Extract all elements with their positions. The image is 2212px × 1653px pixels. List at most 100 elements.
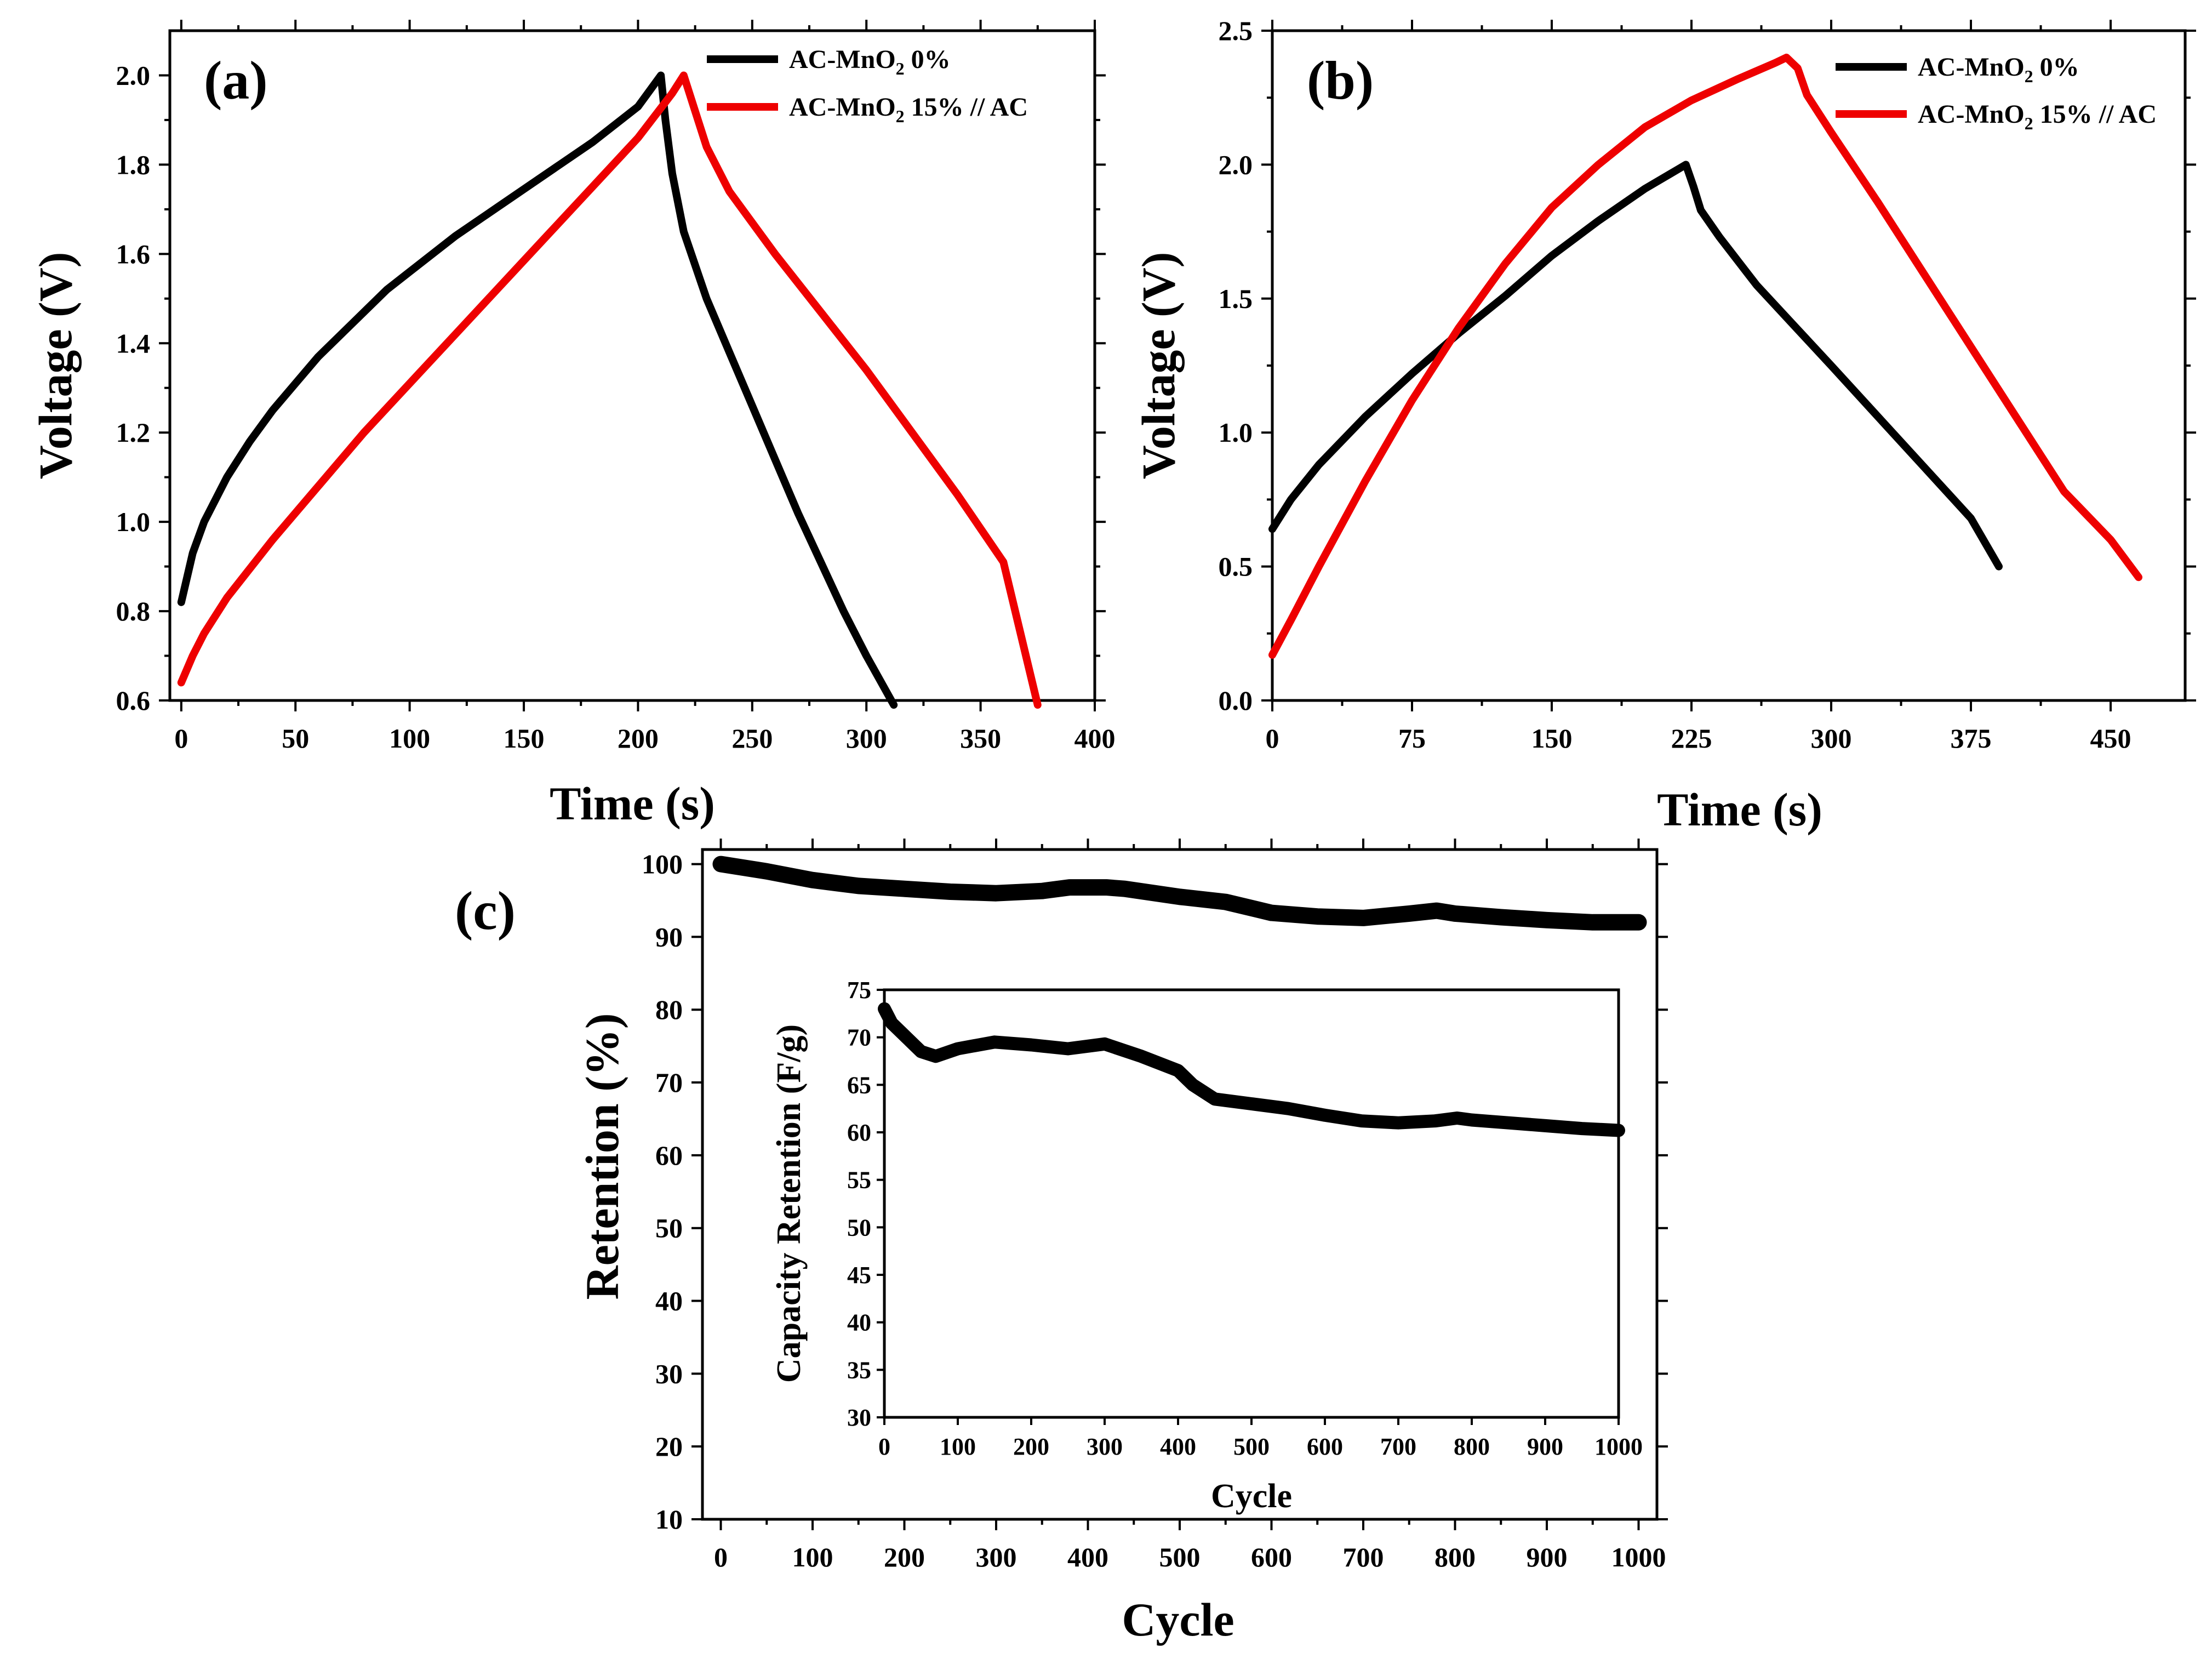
panel-a-y-tick-label: 0.8 [116, 596, 151, 626]
panel-b-x-tick-label: 450 [2090, 723, 2131, 754]
panel-a-x-axis-title: Time (s) [550, 777, 715, 830]
panel-a-x-tick-label: 200 [618, 723, 659, 754]
panel-c-x-axis-title: Cycle [1122, 1593, 1234, 1646]
panel-b-y-tick-label: 1.0 [1219, 417, 1253, 448]
panel-a-x-tick-label: 50 [282, 723, 309, 754]
inset-y-tick-label: 50 [847, 1214, 871, 1241]
panel-c-x-tick-label: 100 [792, 1542, 833, 1572]
panel-b-y-tick-label: 0.0 [1219, 685, 1253, 716]
inset-y-tick-label: 45 [847, 1262, 871, 1289]
panel-c-y-tick-label: 30 [655, 1358, 683, 1389]
panel-a-y-tick-label: 2.0 [116, 60, 151, 90]
inset-x-tick-label: 300 [1087, 1433, 1123, 1460]
panel-c-y-axis-title: Retention (%) [576, 1013, 628, 1299]
panel-b-y-axis-title: Voltage (V) [1132, 252, 1185, 480]
panel-a-y-tick-label: 1.8 [116, 149, 151, 180]
panel-c-x-tick-label: 400 [1067, 1542, 1108, 1572]
panel-a-y-tick-label: 0.6 [116, 685, 151, 716]
panel-c-ticks: 0 100 200 300 400 500 600 700 800 900 100010203040… [642, 839, 1668, 1572]
panel-b-series [1268, 53, 2142, 659]
panel-c-inset-chart: 0 100 200 300 400 500 600 700 800 900 1000 30 35 40 45… [770, 977, 1643, 1515]
panel-b-x-tick-label: 150 [1531, 723, 1573, 754]
inset-x-tick-label: 700 [1380, 1433, 1416, 1460]
panel-a-x-tick-label: 300 [846, 723, 887, 754]
panel-c-x-tick-label: 500 [1159, 1542, 1201, 1572]
inset-x-tick-label: 0 [878, 1433, 890, 1460]
panel-c-label: (c) [455, 880, 516, 941]
panel-c-y-tick-label: 80 [655, 994, 683, 1025]
panel-c-y-tick-label: 40 [655, 1286, 683, 1316]
panel-c-series-line-0 [712, 856, 1647, 931]
inset-y-tick-label: 65 [847, 1071, 871, 1098]
panel-a-y-tick-label: 1.4 [116, 328, 151, 358]
panel-c-x-tick-label: 700 [1343, 1542, 1384, 1572]
inset-y-tick-label: 30 [847, 1404, 871, 1431]
inset-y-tick-label: 60 [847, 1119, 871, 1146]
panel-b-series-line-0 [1268, 161, 2003, 571]
inset-series [878, 1002, 1625, 1137]
panel-a-label: (a) [204, 50, 268, 111]
inset-x-tick-label: 400 [1160, 1433, 1196, 1460]
panel-b-x-tick-label: 225 [1671, 723, 1712, 754]
panel-c-series [712, 856, 1647, 931]
inset-x-tick-label: 800 [1454, 1433, 1490, 1460]
panel-a-x-tick-label: 350 [960, 723, 1001, 754]
inset-x-tick-label: 200 [1013, 1433, 1049, 1460]
panel-a-y-tick-label: 1.6 [116, 238, 151, 269]
inset-y-tick-label: 55 [847, 1167, 871, 1194]
panel-b-series-line-1 [1268, 53, 2142, 659]
panel-c-y-tick-label: 90 [655, 921, 683, 952]
inset-ticks: 0 100 200 300 400 500 600 700 800 900 1000 30 35 40 45… [847, 977, 1643, 1460]
inset-x-tick-label: 900 [1527, 1433, 1563, 1460]
panel-a-x-tick-label: 150 [504, 723, 545, 754]
panel-c-x-tick-label: 900 [1527, 1542, 1568, 1572]
panel-c-x-tick-label: 1000 [1611, 1542, 1666, 1572]
panel-c-x-tick-label: 300 [976, 1542, 1017, 1572]
panel-c-y-tick-label: 10 [655, 1504, 683, 1535]
panel-b-x-tick-label: 375 [1951, 723, 1992, 754]
panel-c-y-tick-label: 50 [655, 1213, 683, 1244]
panel-b-y-tick-label: 1.5 [1219, 283, 1253, 314]
panel-a-series-line-0 [177, 71, 898, 709]
panel-c-x-tick-label: 200 [884, 1542, 925, 1572]
panel-c-y-tick-label: 60 [655, 1140, 683, 1171]
panel-c-y-tick-label: 100 [642, 849, 683, 880]
panel-b-x-axis-title: Time (s) [1657, 783, 1822, 836]
panel-a-x-tick-label: 100 [389, 723, 430, 754]
panel-c-x-tick-label: 600 [1251, 1542, 1292, 1572]
inset-x-tick-label: 500 [1233, 1433, 1270, 1460]
inset-y-tick-label: 75 [847, 977, 871, 1004]
panel-a-series-line-1 [177, 71, 1042, 709]
panel-a-chart: 0 50 100 150 200 250 300 350 400 0.6 0.8 1.0 1.2 1.4 1… [29, 20, 1116, 830]
panel-a-x-tick-label: 250 [731, 723, 773, 754]
inset-y-tick-label: 70 [847, 1024, 871, 1051]
panel-c-x-tick-label: 800 [1434, 1542, 1476, 1572]
panel-b-label: (b) [1307, 50, 1374, 111]
inset-y-tick-label: 35 [847, 1356, 871, 1383]
panel-b-y-tick-label: 0.5 [1219, 551, 1253, 582]
panel-c-x-tick-label: 0 [714, 1542, 728, 1572]
panel-a-legend-label-1: AC-MnO2 15% // AC [789, 93, 1028, 126]
panel-b-x-tick-label: 300 [1811, 723, 1852, 754]
inset-x-tick-label: 100 [940, 1433, 976, 1460]
panel-c-y-tick-label: 70 [655, 1067, 683, 1098]
panel-a-ticks: 0 50 100 150 200 250 300 350 400 0.6 0.8 1.0 1.2 1.4 1… [116, 20, 1116, 754]
inset-x-axis-title: Cycle [1211, 1478, 1292, 1515]
panel-a-legend-label-0: AC-MnO2 0% [789, 45, 951, 78]
panel-b-x-tick-label: 0 [1266, 723, 1279, 754]
panel-a-x-tick-label: 400 [1074, 723, 1116, 754]
panel-a-plot-frame [168, 29, 1096, 702]
inset-y-tick-label: 40 [847, 1309, 871, 1336]
panel-a-y-tick-label: 1.2 [116, 417, 151, 448]
inset-series-line-0 [878, 1002, 1625, 1137]
panel-b-x-tick-label: 75 [1398, 723, 1426, 754]
inset-x-tick-label: 1000 [1594, 1433, 1643, 1460]
panel-b-legend-label-1: AC-MnO2 15% // AC [1918, 100, 2157, 133]
panel-b-chart: 0 75 150 225 300 375 450 0.0 0.5 1.0 1.5 2.0 2.5 (b)… [1132, 15, 2196, 836]
panel-a-y-tick-label: 1.0 [116, 506, 151, 537]
inset-x-tick-label: 600 [1307, 1433, 1343, 1460]
panel-c-chart: 0 100 200 300 400 500 600 700 800 900 100010203040… [455, 839, 1668, 1646]
panel-b-ticks: 0 75 150 225 300 375 450 0.0 0.5 1.0 1.5 2.0 2.5 [1219, 15, 2196, 754]
panel-a-series [177, 71, 1042, 709]
